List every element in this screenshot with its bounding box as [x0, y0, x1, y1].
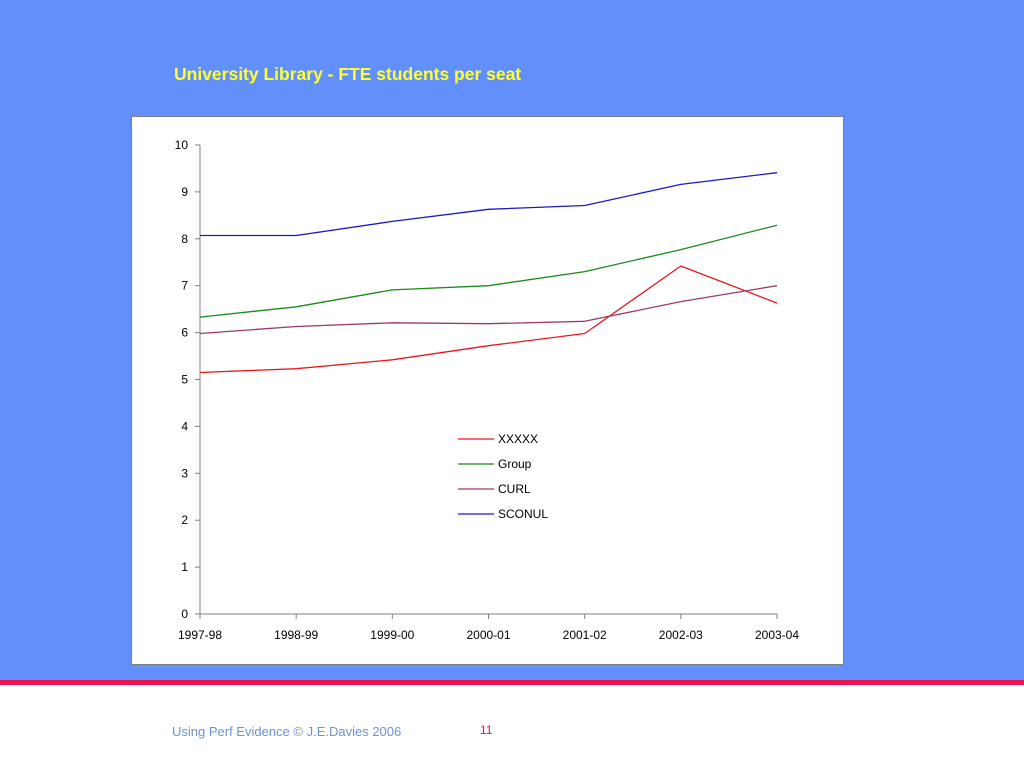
- y-tick-label: 8: [181, 232, 188, 246]
- y-tick-label: 1: [181, 560, 188, 574]
- x-tick-label: 2003-04: [755, 628, 799, 642]
- x-tick-label: 2000-01: [466, 628, 510, 642]
- series-line-curl: [199, 285, 778, 335]
- legend-label: CURL: [498, 482, 531, 496]
- series-line-xxxxx: [199, 265, 778, 374]
- legend-label: XXXXX: [498, 432, 538, 446]
- legend-label: SCONUL: [498, 507, 548, 521]
- y-tick-label: 9: [181, 185, 188, 199]
- x-tick-label: 2001-02: [563, 628, 607, 642]
- page-number: 11: [480, 723, 493, 737]
- series-line-group: [199, 224, 778, 318]
- legend-label: Group: [498, 457, 532, 471]
- y-tick-label: 5: [181, 373, 188, 387]
- y-tick-label: 2: [181, 513, 188, 527]
- y-tick-label: 10: [175, 138, 189, 152]
- series-line-sconul: [200, 172, 778, 237]
- y-tick-label: 3: [181, 466, 188, 480]
- y-tick-label: 7: [181, 279, 188, 293]
- x-tick-label: 1997-98: [178, 628, 222, 642]
- y-tick-label: 4: [181, 419, 188, 433]
- line-chart: 0 1 2 3 4 5 6 7 8 9 10 1997-98 1998-99 1999-00 2000-01…: [175, 138, 800, 642]
- x-tick-label: 2002-03: [659, 628, 703, 642]
- chart-title: University Library - FTE students per se…: [174, 64, 522, 84]
- footer-text: Using Perf Evidence © J.E.Davies 2006: [172, 724, 402, 739]
- y-tick-label: 6: [181, 326, 188, 340]
- y-tick-label: 0: [181, 607, 188, 621]
- divider-line: [0, 680, 1024, 685]
- x-tick-label: 1999-00: [370, 628, 414, 642]
- x-tick-label: 1998-99: [274, 628, 318, 642]
- chart-area: 0 1 2 3 4 5 6 7 8 9 10 1997-98 1998-99 1999-00 2000-01…: [131, 116, 844, 665]
